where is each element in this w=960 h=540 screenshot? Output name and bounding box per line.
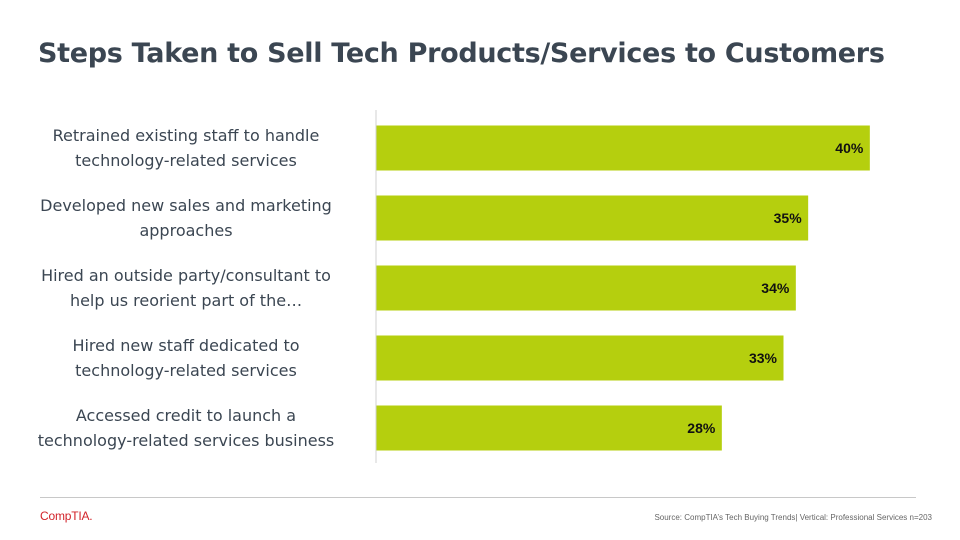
data-label: 40%	[835, 140, 864, 156]
category-label-line: approaches	[139, 221, 233, 240]
data-label: 35%	[774, 210, 803, 226]
bar	[376, 265, 796, 311]
category-label-line: Hired an outside party/consultant to	[41, 266, 331, 285]
bar	[376, 195, 809, 241]
data-label: 33%	[749, 350, 778, 366]
comptia-logo: CompTIA.	[40, 509, 93, 523]
category-label: Hired new staff dedicated to technology-r…	[16, 333, 356, 383]
data-label: 28%	[687, 420, 716, 436]
bar	[376, 405, 722, 451]
source-note: Source: CompTIA’s Tech Buying Trends| Ve…	[654, 513, 932, 522]
category-label: Developed new sales and marketing approac…	[16, 193, 356, 243]
chart-title: Steps Taken to Sell Tech Products/Servic…	[38, 38, 885, 69]
category-label-line: Developed new sales and marketing	[40, 196, 332, 215]
category-label-line: Hired new staff dedicated to	[72, 336, 300, 355]
data-label: 34%	[761, 280, 790, 296]
category-label-line: technology-related services business	[37, 431, 335, 450]
footer-divider	[40, 497, 916, 498]
category-label: Hired an outside party/consultant to help…	[16, 263, 356, 313]
bar	[376, 335, 784, 381]
category-label-line: Accessed credit to launch a	[75, 406, 297, 425]
category-label: Accessed credit to launch a technology-re…	[16, 403, 356, 453]
category-label-line: help us reorient part of the…	[69, 291, 303, 310]
category-label: Retrained existing staff to handle techno…	[16, 123, 356, 173]
category-label-line: technology-related services	[75, 151, 297, 170]
category-label-line: Retrained existing staff to handle	[52, 126, 320, 145]
bar	[376, 125, 870, 171]
category-label-line: technology-related services	[75, 361, 297, 380]
